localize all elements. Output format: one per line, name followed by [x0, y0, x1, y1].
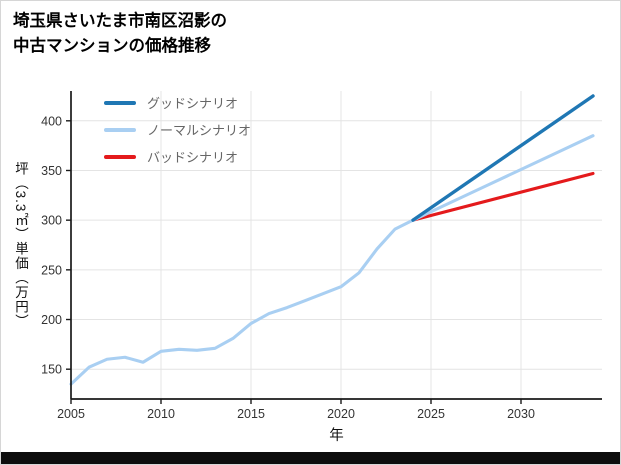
footer-bar [1, 452, 620, 464]
svg-text:150: 150 [41, 363, 62, 377]
good-scenario-line-swatch [104, 100, 136, 105]
svg-text:2015: 2015 [237, 407, 265, 421]
good-scenario-label: グッドシナリオ [147, 96, 239, 111]
price-trend-chart: 2005 2010 2015 2020 2025 2030 150 200 250 300 350 4… [41, 91, 602, 444]
bad-scenario-label: バッドシナリオ [147, 150, 239, 165]
y-axis-label: 坪（3.3㎡）単価（万円） [13, 161, 28, 329]
svg-text:250: 250 [41, 263, 62, 277]
legend-item-normal-scenario: ノーマルシナリオ [104, 116, 251, 143]
svg-text:2020: 2020 [327, 407, 355, 421]
bad-scenario-line-swatch [104, 154, 136, 159]
chart-title: 埼玉県さいたま市南区沼影の 中古マンションの価格推移 [13, 12, 228, 55]
legend-item-good-scenario: グッドシナリオ [104, 89, 251, 116]
svg-text:200: 200 [41, 313, 62, 327]
normal-scenario-label: ノーマルシナリオ [147, 123, 252, 138]
normal-scenario-line-swatch [104, 127, 136, 132]
svg-text:2030: 2030 [507, 407, 535, 421]
svg-text:350: 350 [41, 164, 62, 178]
svg-text:400: 400 [41, 114, 62, 128]
svg-text:年: 年 [329, 427, 344, 444]
legend: グッドシナリオ ノーマルシナリオ バッドシナリオ [104, 89, 251, 170]
svg-text:2025: 2025 [417, 407, 445, 421]
svg-text:300: 300 [41, 214, 62, 228]
legend-item-bad-scenario: バッドシナリオ [104, 143, 251, 170]
svg-text:2010: 2010 [147, 407, 175, 421]
svg-text:2005: 2005 [57, 407, 85, 421]
